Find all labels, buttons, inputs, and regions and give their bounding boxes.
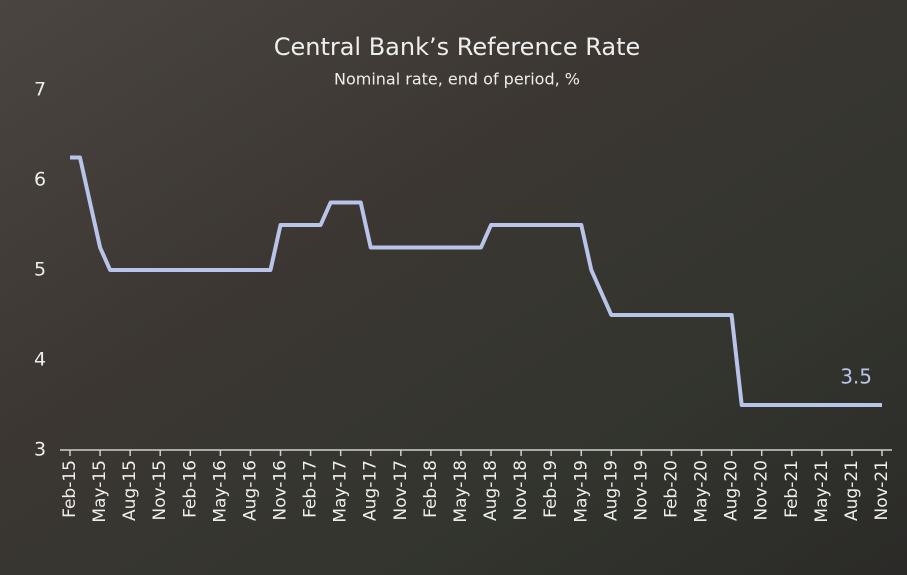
x-tick-label: Aug-21 xyxy=(842,460,862,521)
y-tick-label: 3 xyxy=(34,439,46,461)
x-tick-label: Aug-15 xyxy=(120,460,140,521)
x-tick-label: Nov-20 xyxy=(752,460,772,521)
x-tick-label: Feb-18 xyxy=(421,460,441,518)
x-tick-label: Nov-17 xyxy=(391,460,411,521)
y-tick-label: 4 xyxy=(34,349,46,371)
x-tick-label: May-21 xyxy=(812,460,832,523)
x-tick-label: Nov-16 xyxy=(271,460,291,521)
x-tick-label: Feb-19 xyxy=(541,460,561,518)
x-tick-label: Feb-20 xyxy=(661,460,681,518)
y-tick-label: 6 xyxy=(34,169,46,191)
x-tick-label: Aug-17 xyxy=(361,460,381,521)
x-tick-label: Feb-16 xyxy=(180,460,200,518)
x-tick-label: May-18 xyxy=(451,460,471,523)
x-tick-label: May-16 xyxy=(210,460,230,523)
line xyxy=(70,155,882,407)
x-tick-label: Nov-15 xyxy=(150,460,170,521)
y-tick-label: 5 xyxy=(34,259,46,281)
x-tick-label: Nov-21 xyxy=(872,460,892,521)
data-label: 3.5 xyxy=(840,365,872,389)
x-tick-label: Feb-15 xyxy=(60,460,80,518)
chart-subtitle: Nominal rate, end of period, % xyxy=(334,70,580,89)
chart-title: Central Bank’s Reference Rate xyxy=(274,33,641,61)
x-tick-label: Aug-16 xyxy=(240,460,260,521)
x-tick-label: Aug-20 xyxy=(722,460,742,521)
y-tick-label: 7 xyxy=(34,79,46,101)
x-tick-label: May-17 xyxy=(331,460,351,523)
x-tick-label: Nov-18 xyxy=(511,460,531,521)
x-tick-label: Aug-19 xyxy=(601,460,621,521)
x-tick-label: May-15 xyxy=(90,460,110,523)
x-tick-label: Feb-21 xyxy=(782,460,802,518)
x-tick-label: May-19 xyxy=(571,460,591,523)
x-tick-label: May-20 xyxy=(692,460,712,523)
x-tick-label: Nov-19 xyxy=(631,460,651,521)
x-tick-label: Aug-18 xyxy=(481,460,501,521)
x-tick-label: Feb-17 xyxy=(301,460,321,518)
